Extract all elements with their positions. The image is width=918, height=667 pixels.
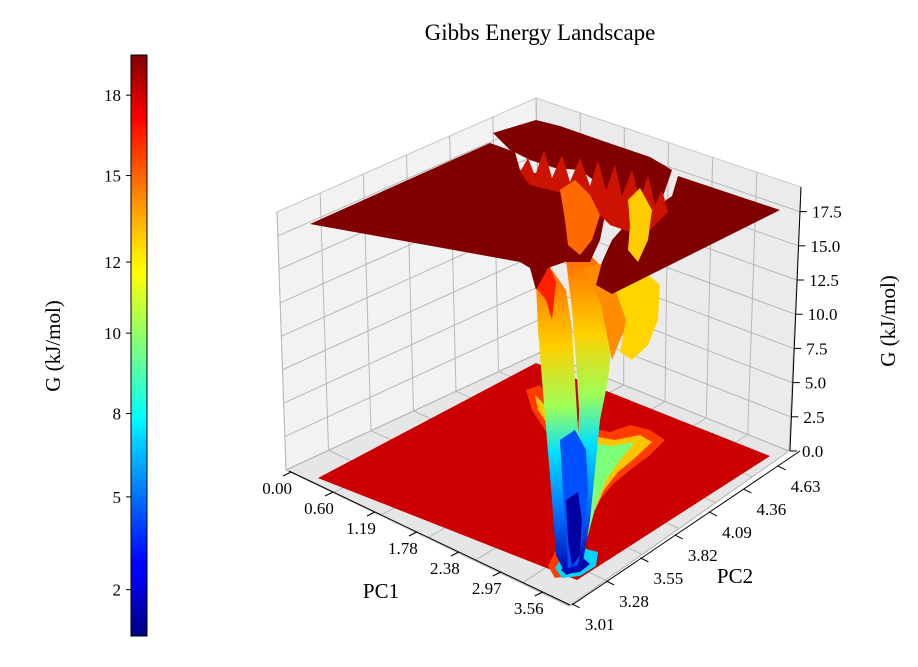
y-axis-ticks: 3.013.283.55 3.824.094.36 4.63 bbox=[571, 465, 821, 634]
x-tick-label: 2.97 bbox=[472, 579, 502, 598]
x-tick-mark bbox=[534, 591, 543, 597]
chart-title: Gibbs Energy Landscape bbox=[424, 20, 656, 45]
colorbar-bar bbox=[130, 54, 148, 637]
x-tick-mark bbox=[282, 471, 292, 477]
colorbar: 2 5 8 10 12 15 18 G (kJ/mol) bbox=[41, 54, 148, 637]
grid-line bbox=[319, 192, 329, 451]
colorbar-label: G (kJ/mol) bbox=[41, 300, 65, 392]
z-tick-label: 12.5 bbox=[809, 271, 839, 290]
colorbar-tick-label: 12 bbox=[104, 253, 121, 272]
well-deep-core bbox=[566, 492, 582, 566]
x-tick-mark bbox=[450, 551, 460, 557]
y-tick-label: 4.63 bbox=[791, 477, 821, 496]
x-axis-label: PC1 bbox=[363, 579, 399, 603]
z-axis-ticks: 0.0 2.5 5.0 7.5 10.0 12.5 15.0 17.5 bbox=[790, 203, 842, 461]
z-tick-label: 17.5 bbox=[812, 203, 842, 222]
y-tick-label: 3.28 bbox=[619, 592, 649, 611]
plateau-inner-orange bbox=[560, 180, 600, 255]
well-ridge-yellow bbox=[612, 268, 660, 360]
y-axis-line bbox=[571, 450, 801, 606]
colorbar-ticks: 2 5 8 10 12 15 18 bbox=[104, 86, 131, 600]
x-tick-mark bbox=[324, 491, 334, 497]
colorbar-tick-label: 8 bbox=[113, 404, 122, 423]
colorbar-tick-label: 15 bbox=[104, 167, 121, 186]
z-tick-label: 5.0 bbox=[805, 374, 826, 393]
z-tick-label: 10.0 bbox=[808, 305, 838, 324]
colorbar-tick-label: 18 bbox=[104, 86, 121, 105]
x-tick-mark bbox=[492, 571, 502, 577]
grid-line bbox=[568, 450, 790, 607]
y-tick-mark bbox=[640, 557, 649, 563]
x-axis-line bbox=[288, 470, 571, 606]
x-tick-mark bbox=[366, 511, 376, 517]
y-tick-mark bbox=[743, 488, 752, 494]
x-tick-label: 2.38 bbox=[430, 559, 460, 578]
colorbar-tick-label: 5 bbox=[113, 488, 122, 507]
x-tick-label: 3.56 bbox=[514, 599, 544, 618]
colorbar-tick-label: 10 bbox=[104, 324, 121, 343]
grid-line bbox=[276, 211, 287, 471]
y-tick-label: 3.55 bbox=[653, 569, 683, 588]
plateau-inner-yellow bbox=[628, 188, 652, 262]
y-tick-label: 3.82 bbox=[688, 546, 718, 565]
z-tick-label: 0.0 bbox=[802, 442, 823, 461]
x-tick-label: 0.00 bbox=[262, 479, 292, 498]
y-tick-label: 4.09 bbox=[722, 523, 752, 542]
z-axis-line bbox=[789, 186, 802, 452]
x-tick-label: 0.60 bbox=[304, 499, 334, 518]
z-axis-label: G (kJ/mol) bbox=[876, 275, 900, 367]
x-tick-label: 1.19 bbox=[346, 519, 376, 538]
z-tick-label: 2.5 bbox=[803, 408, 824, 427]
x-tick-label: 1.78 bbox=[388, 539, 418, 558]
y-tick-mark bbox=[777, 465, 786, 471]
floor-red-fill bbox=[318, 363, 770, 580]
plateau-right bbox=[596, 176, 780, 294]
y-tick-label: 3.01 bbox=[585, 615, 615, 634]
z-tick-label: 7.5 bbox=[806, 339, 827, 358]
y-tick-mark bbox=[708, 511, 718, 517]
z-tick-label: 15.0 bbox=[811, 237, 841, 256]
y-axis-label: PC2 bbox=[717, 564, 753, 588]
y-tick-mark bbox=[674, 534, 683, 540]
x-axis-ticks: 0.00 0.60 1.19 1.78 2.38 2.97 3.56 bbox=[262, 471, 544, 618]
grid-line bbox=[664, 142, 669, 402]
energy-plateau bbox=[310, 120, 780, 294]
y-tick-label: 4.36 bbox=[756, 500, 786, 519]
colorbar-tick-label: 2 bbox=[113, 581, 122, 600]
x-tick-mark bbox=[408, 531, 418, 537]
